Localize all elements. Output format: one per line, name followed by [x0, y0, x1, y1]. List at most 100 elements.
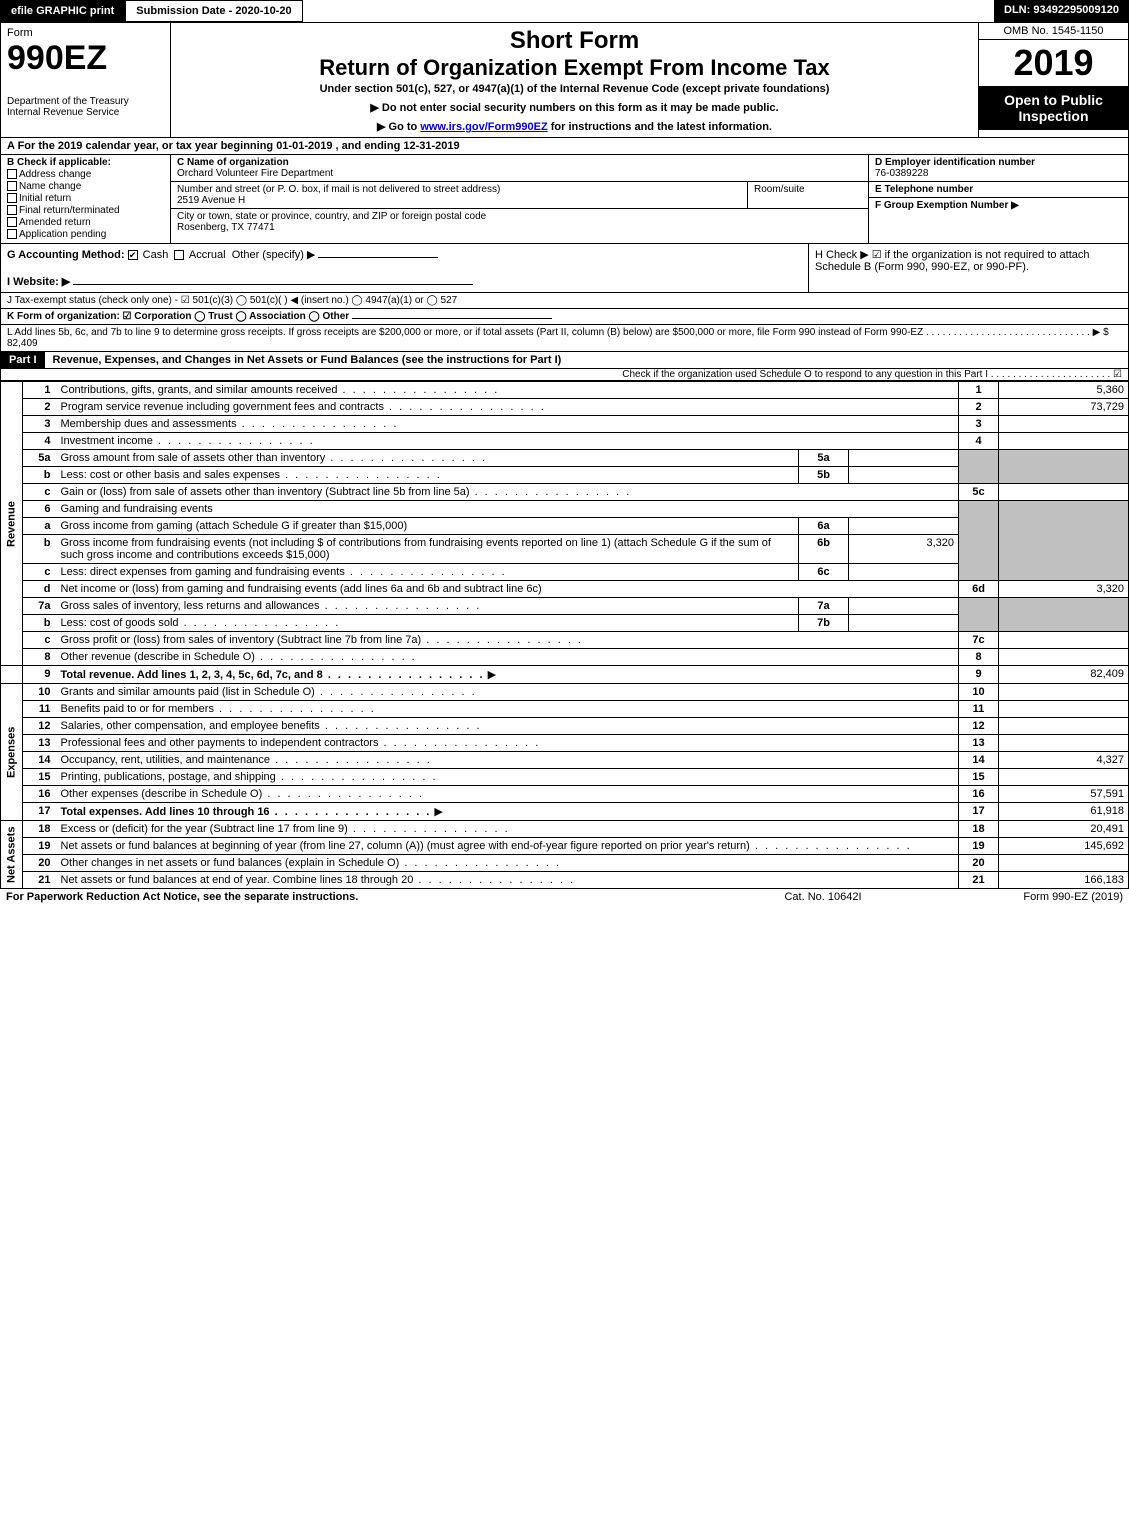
street-value: 2519 Avenue H	[177, 195, 741, 206]
desc-7a: Gross sales of inventory, less returns a…	[61, 600, 482, 612]
row-j: J Tax-exempt status (check only one) - ☑…	[0, 293, 1129, 309]
short-form-title: Short Form	[179, 27, 970, 55]
ln-2: 2	[23, 399, 57, 416]
desc-5b: Less: cost or other basis and sales expe…	[61, 469, 442, 481]
desc-21: Net assets or fund balances at end of ye…	[61, 874, 576, 886]
num-1: 1	[959, 382, 999, 399]
info-block: B Check if applicable: Address change Na…	[0, 155, 1129, 244]
group-exemption-label: F Group Exemption Number ▶	[875, 200, 1122, 211]
num-20: 20	[959, 855, 999, 872]
cb-final-return[interactable]: Final return/terminated	[7, 205, 164, 216]
subnum-5a: 5a	[799, 450, 849, 467]
open-inspection: Open to Public Inspection	[979, 86, 1128, 130]
form-header: Form 990EZ Department of the Treasury In…	[0, 22, 1129, 138]
header-left: Form 990EZ Department of the Treasury In…	[1, 23, 171, 137]
ln-6d: d	[23, 581, 57, 598]
note-goto-post: for instructions and the latest informat…	[548, 121, 772, 133]
num-9: 9	[959, 666, 999, 684]
ln-7a: 7a	[23, 598, 57, 615]
box-e: E Telephone number	[869, 182, 1128, 198]
desc-15: Printing, publications, postage, and shi…	[61, 771, 438, 783]
subval-7a	[849, 598, 959, 615]
ln-3: 3	[23, 416, 57, 433]
subval-6b: 3,320	[849, 535, 959, 564]
box-b-header: B Check if applicable:	[7, 157, 164, 168]
desc-6: Gaming and fundraising events	[57, 501, 959, 518]
page-footer: For Paperwork Reduction Act Notice, see …	[0, 889, 1129, 905]
ln-15: 15	[23, 769, 57, 786]
row-i: I Website: ▶	[7, 275, 802, 288]
subtitle: Under section 501(c), 527, or 4947(a)(1)…	[179, 83, 970, 95]
val-5c	[999, 484, 1129, 501]
cb-cash[interactable]	[128, 250, 138, 260]
org-name-cell: C Name of organization Orchard Volunteer…	[171, 155, 868, 182]
city-cell: City or town, state or province, country…	[171, 209, 868, 235]
row-g: G Accounting Method: Cash Accrual Other …	[7, 248, 802, 261]
desc-17: Total expenses. Add lines 10 through 16	[61, 806, 432, 818]
row-l: L Add lines 5b, 6c, and 7b to line 9 to …	[0, 325, 1129, 352]
box-f: F Group Exemption Number ▶	[869, 198, 1128, 213]
subnum-6c: 6c	[799, 564, 849, 581]
num-16: 16	[959, 786, 999, 803]
desc-11: Benefits paid to or for members	[61, 703, 376, 715]
org-name-value: Orchard Volunteer Fire Department	[177, 168, 862, 179]
ln-17: 17	[23, 803, 57, 821]
cb-address-change[interactable]: Address change	[7, 169, 164, 180]
num-3: 3	[959, 416, 999, 433]
val-1: 5,360	[999, 382, 1129, 399]
desc-4: Investment income	[61, 435, 315, 447]
subnum-7a: 7a	[799, 598, 849, 615]
cb-accrual[interactable]	[174, 250, 184, 260]
val-19: 145,692	[999, 838, 1129, 855]
val-2: 73,729	[999, 399, 1129, 416]
ln-14: 14	[23, 752, 57, 769]
desc-8: Other revenue (describe in Schedule O)	[61, 651, 417, 663]
num-5c: 5c	[959, 484, 999, 501]
desc-20: Other changes in net assets or fund bala…	[61, 857, 562, 869]
val-21: 166,183	[999, 872, 1129, 889]
part1-header-row: Part I Revenue, Expenses, and Changes in…	[0, 352, 1129, 369]
val-10	[999, 684, 1129, 701]
row-h: H Check ▶ ☑ if the organization is not r…	[808, 244, 1128, 292]
ln-10: 10	[23, 684, 57, 701]
form-word: Form	[7, 27, 164, 39]
cb-name-change[interactable]: Name change	[7, 181, 164, 192]
num-13: 13	[959, 735, 999, 752]
desc-6a: Gross income from gaming (attach Schedul…	[57, 518, 799, 535]
street-cell: Number and street (or P. O. box, if mail…	[171, 182, 748, 208]
desc-14: Occupancy, rent, utilities, and maintena…	[61, 754, 432, 766]
ln-18: 18	[23, 821, 57, 838]
submission-date-button[interactable]: Submission Date - 2020-10-20	[125, 0, 302, 22]
efile-print-button[interactable]: efile GRAPHIC print	[0, 0, 125, 22]
ln-5a: 5a	[23, 450, 57, 467]
cb-application-pending[interactable]: Application pending	[7, 229, 164, 240]
ln-21: 21	[23, 872, 57, 889]
row-k: K Form of organization: ☑ Corporation ◯ …	[0, 309, 1129, 325]
row-gh: G Accounting Method: Cash Accrual Other …	[0, 244, 1129, 293]
ln-13: 13	[23, 735, 57, 752]
box-c: C Name of organization Orchard Volunteer…	[171, 155, 868, 243]
desc-6d: Net income or (loss) from gaming and fun…	[57, 581, 959, 598]
subval-7b	[849, 615, 959, 632]
footer-center: Cat. No. 10642I	[723, 891, 923, 903]
num-18: 18	[959, 821, 999, 838]
cb-amended-return[interactable]: Amended return	[7, 217, 164, 228]
row-a-period: A For the 2019 calendar year, or tax yea…	[0, 138, 1129, 155]
ln-6: 6	[23, 501, 57, 518]
ln-6b: b	[23, 535, 57, 564]
header-right: OMB No. 1545-1150 2019 Open to Public In…	[978, 23, 1128, 137]
ln-5b: b	[23, 467, 57, 484]
cb-initial-return[interactable]: Initial return	[7, 193, 164, 204]
val-20	[999, 855, 1129, 872]
num-2: 2	[959, 399, 999, 416]
desc-16: Other expenses (describe in Schedule O)	[61, 788, 425, 800]
irs-link[interactable]: www.irs.gov/Form990EZ	[420, 121, 547, 133]
ln-19: 19	[23, 838, 57, 855]
subval-6a	[849, 518, 959, 535]
num-11: 11	[959, 701, 999, 718]
part1-table: Revenue 1 Contributions, gifts, grants, …	[0, 381, 1129, 889]
street-label: Number and street (or P. O. box, if mail…	[177, 184, 741, 195]
val-9: 82,409	[999, 666, 1129, 684]
val-16: 57,591	[999, 786, 1129, 803]
num-7c: 7c	[959, 632, 999, 649]
